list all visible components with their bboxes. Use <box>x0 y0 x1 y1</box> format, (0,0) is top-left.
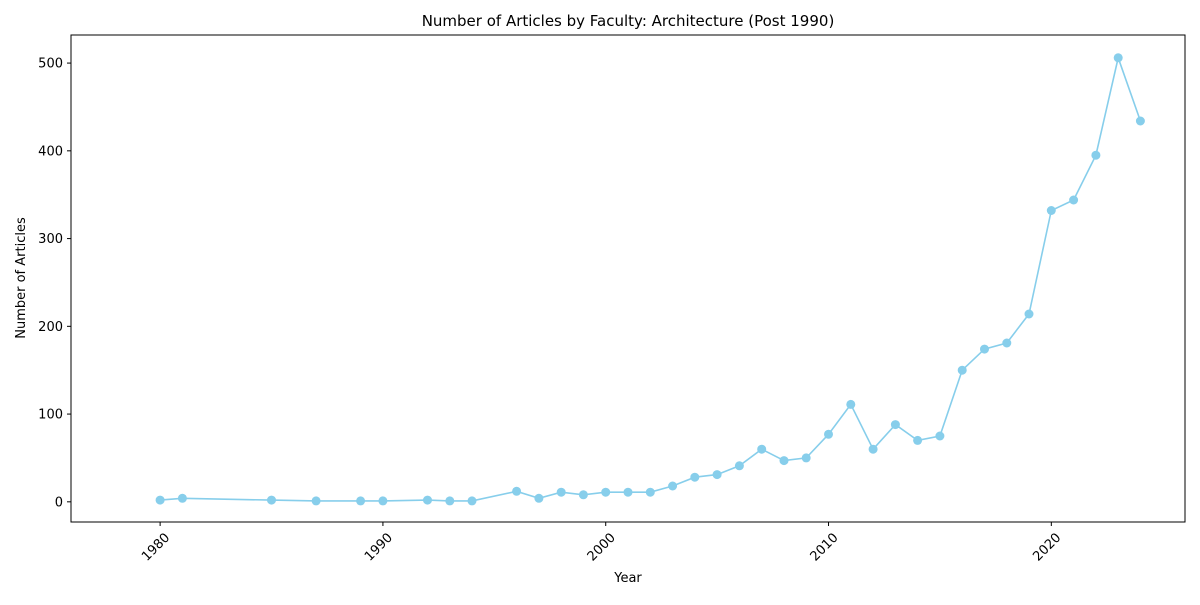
y-tick-label: 0 <box>55 495 63 510</box>
data-point <box>423 495 432 505</box>
data-point <box>1024 309 1034 319</box>
data-point <box>467 496 477 506</box>
x-axis-label: Year <box>613 571 642 586</box>
y-axis-label: Number of Articles <box>14 217 29 339</box>
data-point <box>1135 116 1145 126</box>
data-point <box>601 487 611 497</box>
data-point <box>1091 150 1101 160</box>
data-point <box>445 496 455 506</box>
data-point <box>690 472 700 482</box>
data-point <box>757 444 767 454</box>
x-tick-label: 2000 <box>585 530 619 564</box>
data-point <box>712 470 722 480</box>
y-tick-label: 100 <box>38 408 63 423</box>
plot-frame <box>70 34 1186 523</box>
data-point <box>177 493 187 503</box>
data-point <box>913 435 923 445</box>
y-tick-label: 200 <box>38 320 63 335</box>
y-tick-label: 400 <box>38 144 63 159</box>
x-tick-label: 2020 <box>1030 530 1064 564</box>
x-tick-label: 2010 <box>808 530 842 564</box>
data-point <box>668 481 678 491</box>
y-tick-label: 500 <box>38 57 63 72</box>
data-point <box>623 487 633 497</box>
chart-title: Number of Articles by Faculty: Architect… <box>422 12 835 30</box>
x-tick-label: 1990 <box>362 530 396 564</box>
data-point <box>935 431 945 441</box>
data-point <box>957 365 967 375</box>
data-point <box>1113 53 1123 63</box>
data-point <box>846 399 856 409</box>
data-point <box>267 495 276 505</box>
data-point <box>556 487 566 497</box>
data-point <box>512 486 522 496</box>
data-point <box>356 496 366 506</box>
data-point <box>868 444 878 454</box>
data-point <box>734 461 744 471</box>
data-point <box>534 493 544 503</box>
x-tick-label: 1980 <box>139 530 173 564</box>
data-point <box>1046 206 1056 215</box>
data-point <box>890 420 900 430</box>
data-point <box>155 495 165 505</box>
data-point <box>779 456 789 466</box>
data-point <box>1002 338 1012 348</box>
data-point <box>801 453 811 463</box>
data-point <box>311 496 321 506</box>
data-point <box>378 496 388 506</box>
data-point <box>824 429 833 439</box>
series-line <box>160 54 1142 502</box>
y-tick-label: 300 <box>38 232 63 247</box>
data-point <box>1069 195 1079 205</box>
data-point <box>645 487 655 497</box>
data-point <box>578 490 588 500</box>
data-point <box>980 344 989 354</box>
